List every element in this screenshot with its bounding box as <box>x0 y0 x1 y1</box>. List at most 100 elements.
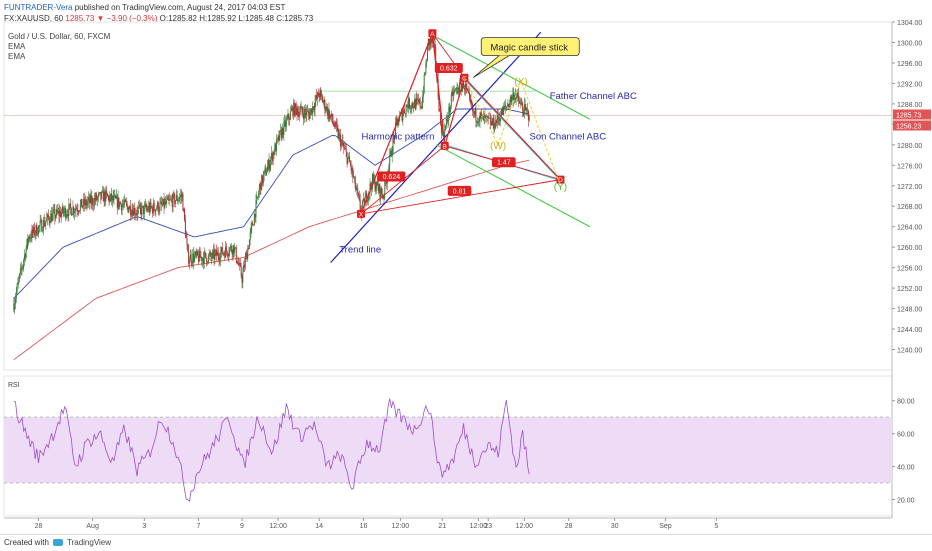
candle-body <box>321 96 323 103</box>
candle-body <box>451 91 453 95</box>
candle-body <box>113 195 115 201</box>
candle-body <box>167 197 169 200</box>
candle-body <box>439 110 441 112</box>
candle-body <box>393 135 395 138</box>
candle-body <box>498 118 500 120</box>
candle-body <box>106 190 108 194</box>
harmonic-point-label: X <box>359 211 364 218</box>
price-chart[interactable]: 1240.00 1244.00 1248.00 1252.00 1256.00 1260.… <box>0 0 932 534</box>
candle-body <box>56 209 58 217</box>
ratio-box <box>492 157 516 168</box>
candle-body <box>504 105 506 109</box>
candle-body <box>423 74 425 93</box>
candle-body <box>43 220 45 227</box>
candle-body <box>66 214 68 215</box>
candle-body <box>318 96 320 98</box>
candle-body <box>425 63 427 74</box>
candle-body <box>124 199 126 202</box>
candle-body <box>362 200 364 208</box>
instrument-title: Gold / U.S. Dollar, 60, FXCM <box>8 32 111 41</box>
candle-body <box>51 213 53 222</box>
candle-body <box>298 111 300 117</box>
candle-body <box>286 118 288 120</box>
candle-body <box>224 253 226 258</box>
candle-body <box>284 120 286 122</box>
candle-body <box>83 198 85 207</box>
candle-body <box>173 194 175 195</box>
price-tick-label: 1272.00 <box>897 184 922 191</box>
candle-body <box>51 213 53 222</box>
candle-body <box>105 190 107 202</box>
ema-fast-legend[interactable]: EMA <box>8 42 26 51</box>
candle-body <box>266 172 268 176</box>
candle-body <box>294 103 296 116</box>
candle-body <box>42 230 44 232</box>
candle-body <box>283 121 285 136</box>
harmonic-point-x <box>357 209 366 218</box>
candle-body <box>152 202 154 214</box>
candle-body <box>28 236 30 240</box>
candle-body <box>235 247 237 261</box>
candle-body <box>463 88 465 90</box>
candle-body <box>413 106 415 108</box>
candle-body <box>350 164 352 171</box>
candle-body <box>46 218 48 222</box>
rsi-tick-label: 20.00 <box>897 498 915 505</box>
candle-body <box>220 252 222 260</box>
candle-body <box>453 91 455 97</box>
candle-body <box>120 203 122 211</box>
candle-body <box>343 145 345 148</box>
candle-body <box>335 122 337 128</box>
price-tick-label: 1248.00 <box>897 307 922 314</box>
ratio-label: 0.81 <box>453 188 467 195</box>
wxy-path <box>463 77 561 186</box>
candle-body <box>147 208 149 211</box>
candle-body <box>378 184 380 192</box>
candle-body <box>19 273 21 279</box>
candle-body <box>193 255 195 262</box>
candle-body <box>381 188 383 195</box>
candle-body <box>241 276 243 283</box>
candle-body <box>480 112 482 116</box>
candle-body <box>257 194 259 197</box>
ema-slow-legend[interactable]: EMA <box>8 52 26 61</box>
candle-body <box>74 208 76 212</box>
candle-body <box>184 220 186 236</box>
candle-body <box>65 208 67 218</box>
candle-body <box>471 103 473 105</box>
candle-body <box>468 90 470 93</box>
tradingview-brand[interactable]: TradingView <box>67 538 112 547</box>
candle-body <box>90 195 92 204</box>
candle-body <box>273 152 275 155</box>
candle-body <box>474 108 476 115</box>
candle-body <box>204 252 206 254</box>
harmonic-leg-bc <box>444 77 465 147</box>
candle-body <box>508 104 510 108</box>
candle-body <box>228 253 230 256</box>
candle-body <box>319 90 321 98</box>
candle-body <box>114 195 116 197</box>
candle-body <box>187 244 189 252</box>
candle-body <box>309 112 311 119</box>
price-tick-label: 1276.00 <box>897 163 922 170</box>
son-channel-upper <box>463 77 561 182</box>
candle-body <box>135 213 137 215</box>
candle-body <box>129 206 131 215</box>
author-name[interactable]: FUNTRADER-Vera <box>4 3 73 12</box>
candle-body <box>108 196 110 202</box>
candle-body <box>42 220 44 231</box>
candle-body <box>527 109 529 111</box>
candle-body <box>396 118 398 121</box>
candle-body <box>404 113 406 114</box>
candle-body <box>88 197 90 201</box>
candle-body <box>183 209 185 211</box>
candle-body <box>440 111 442 125</box>
candle-body <box>507 104 509 107</box>
annotation-text: Trend line <box>339 244 381 255</box>
price-pane <box>3 21 893 371</box>
candle-body <box>106 193 108 197</box>
candle-body <box>223 253 225 254</box>
harmonic-point-label: A <box>430 31 435 38</box>
candle-body <box>171 199 173 208</box>
candle-body <box>209 252 211 255</box>
